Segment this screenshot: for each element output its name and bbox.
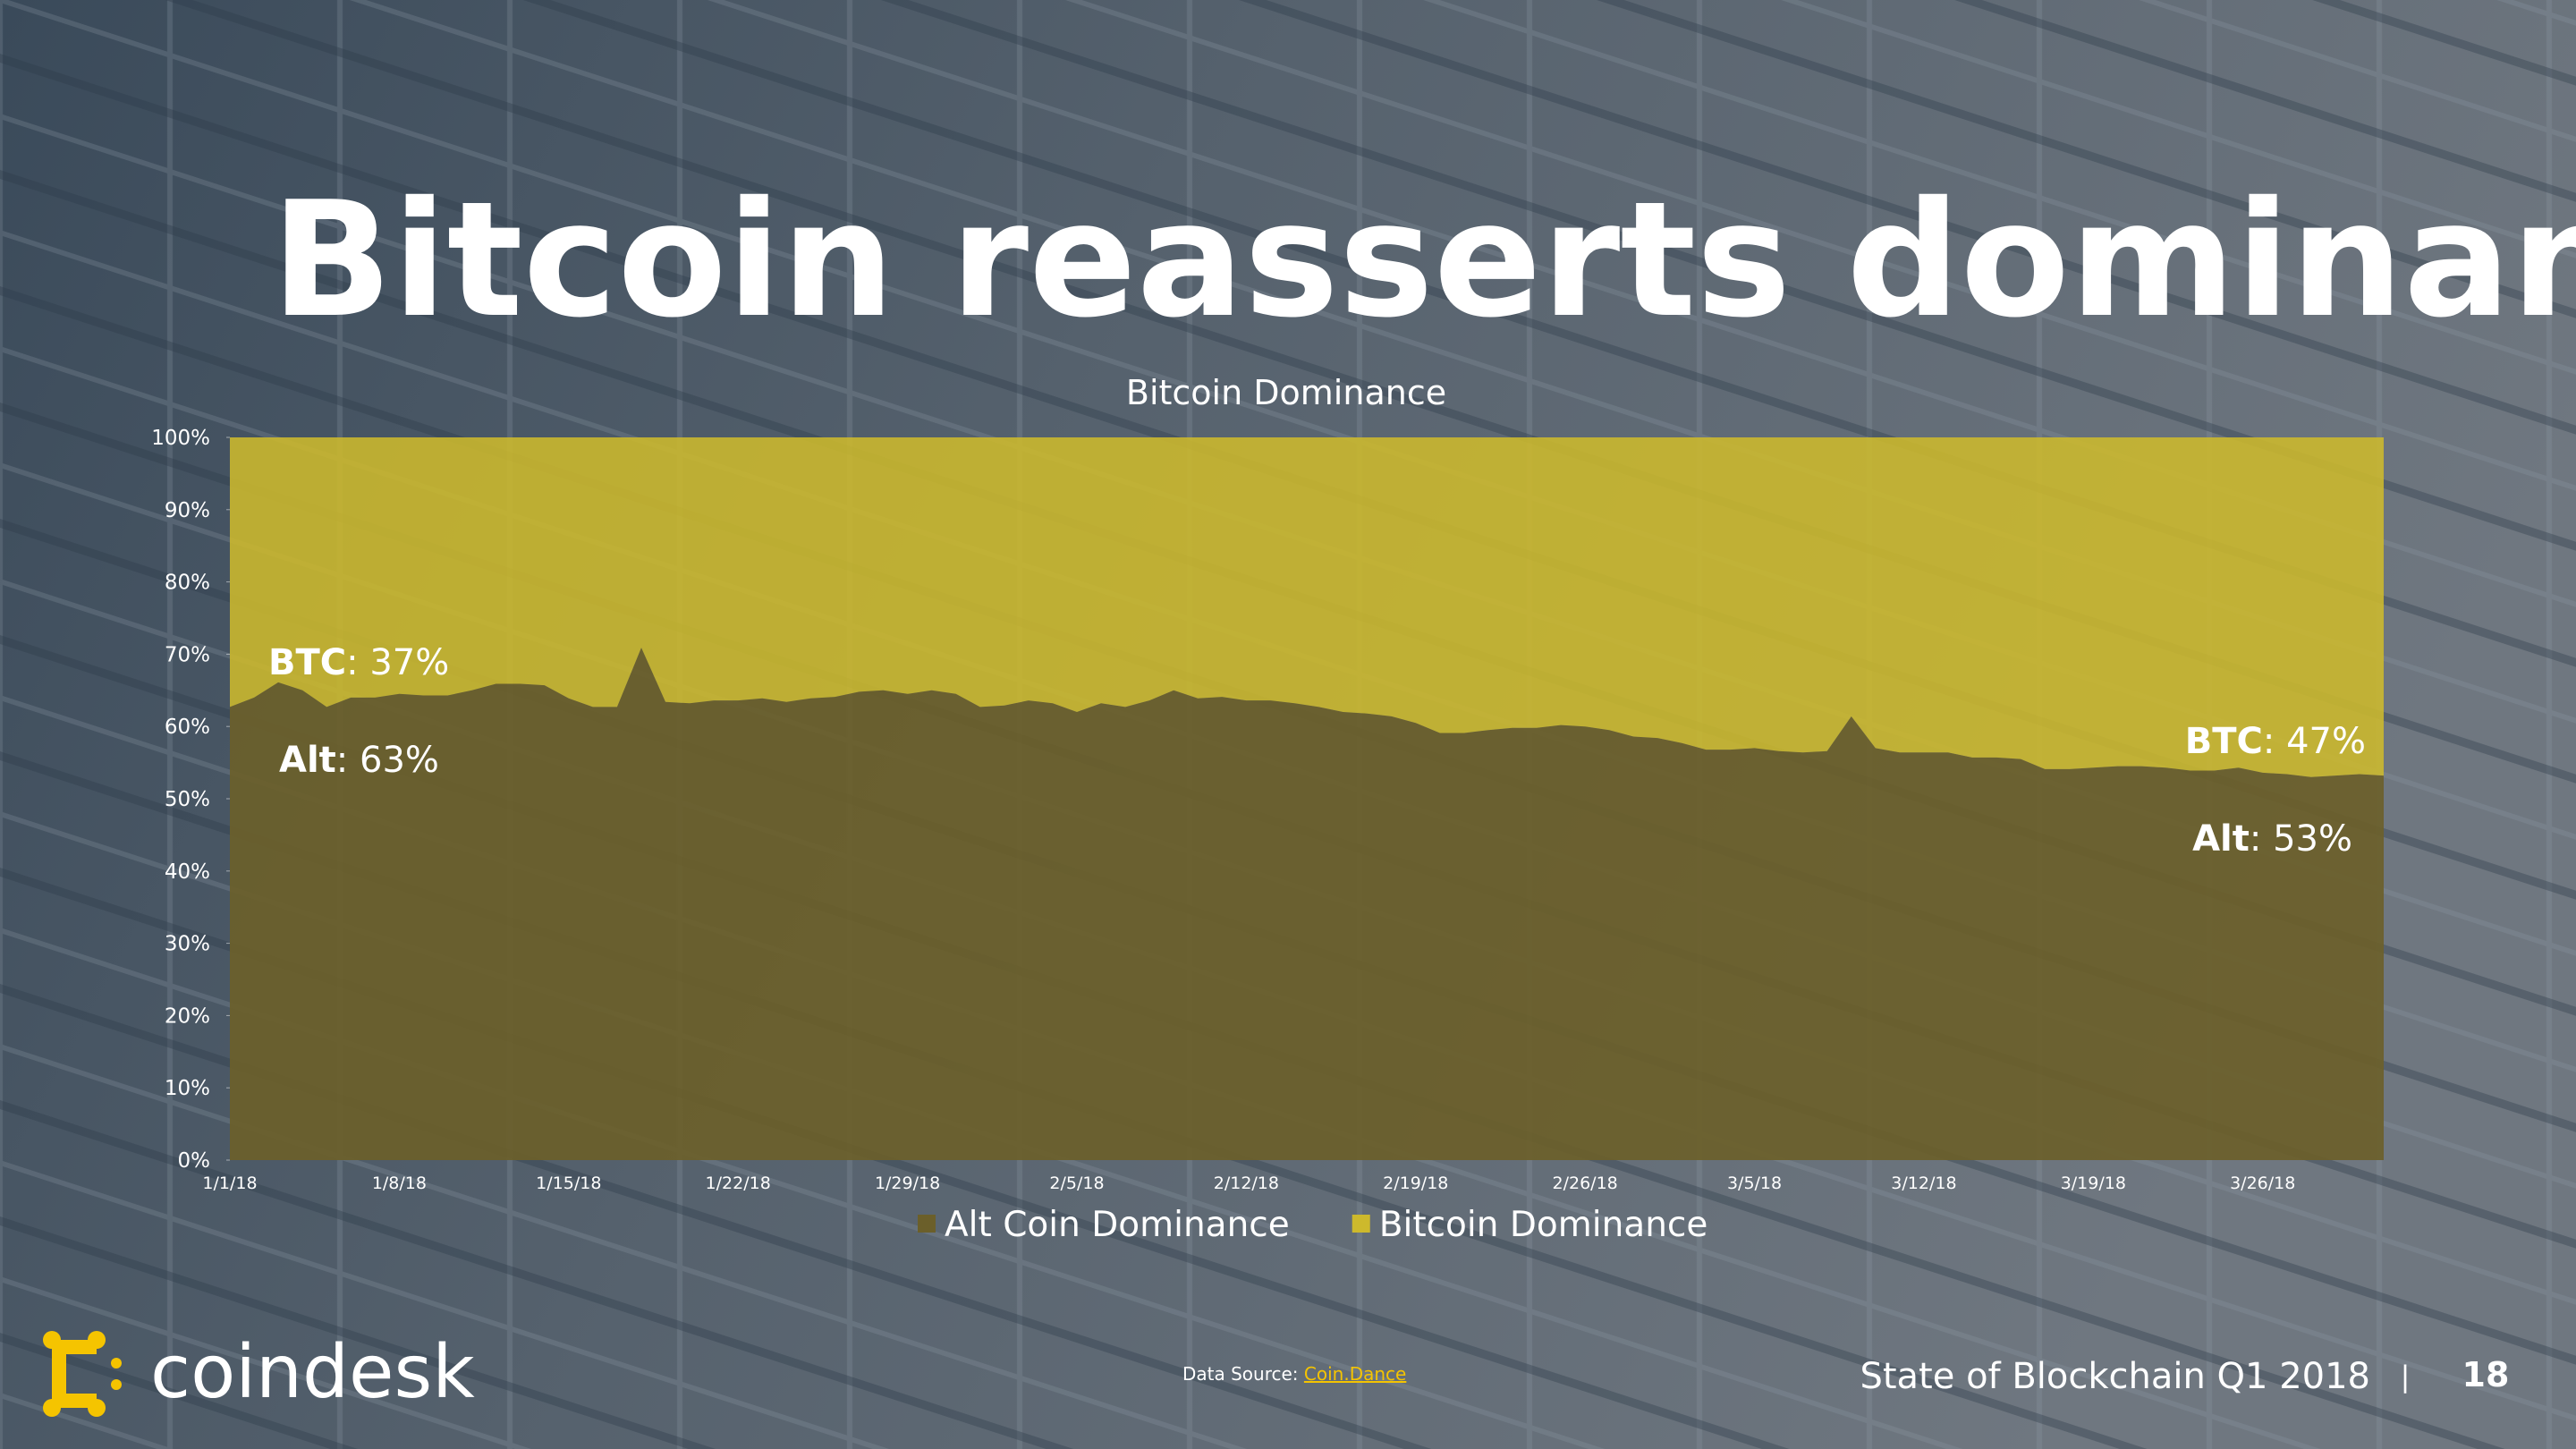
x-tick-label: 1/29/18 — [875, 1174, 940, 1193]
y-tick-label: 20% — [165, 1004, 210, 1028]
x-tick-label: 2/12/18 — [1214, 1174, 1279, 1193]
annotation: Alt: 63% — [279, 740, 439, 781]
x-tick-label: 3/19/18 — [2061, 1174, 2126, 1193]
annotation: Alt: 53% — [2192, 818, 2352, 860]
x-tick-label: 2/5/18 — [1049, 1174, 1104, 1193]
logo-icon — [43, 1331, 122, 1417]
x-tick-label: 2/26/18 — [1553, 1174, 1618, 1193]
x-tick-label: 2/19/18 — [1383, 1174, 1448, 1193]
legend: Alt Coin Dominance Bitcoin Dominance — [918, 1205, 1707, 1245]
annotation-key: Alt — [2192, 818, 2250, 860]
y-tick-label: 50% — [165, 788, 210, 811]
legend-label: Bitcoin Dominance — [1379, 1205, 1708, 1245]
x-tick-label: 1/8/18 — [372, 1174, 427, 1193]
annotation-value: : 37% — [346, 642, 449, 683]
y-tick-label: 90% — [165, 499, 210, 522]
y-tick-label: 40% — [165, 860, 210, 884]
legend-swatch — [1352, 1215, 1370, 1233]
source-label: Data Source: — [1182, 1363, 1304, 1385]
plot: 0% 10% 20% 30% 40% 50% 60% 70% 80% 90% 100% 1/1/18 1… — [151, 427, 2384, 1193]
x-tick-label: 3/12/18 — [1891, 1174, 1956, 1193]
y-tick-label: 60% — [165, 716, 210, 739]
area — [230, 437, 2384, 777]
annotation-value: : 47% — [2263, 721, 2366, 762]
x-tick-label: 1/15/18 — [536, 1174, 601, 1193]
y-tick-label: 10% — [165, 1077, 210, 1100]
source-link[interactable]: Coin.Dance — [1304, 1363, 1406, 1385]
x-tick-label: 1/22/18 — [706, 1174, 771, 1193]
y-tick-label: 30% — [165, 933, 210, 956]
legend-label: Alt Coin Dominance — [945, 1205, 1290, 1245]
area — [230, 648, 2384, 1160]
annotation-value: : 53% — [2250, 818, 2352, 860]
x-tick-label: 3/5/18 — [1727, 1174, 1782, 1193]
source-note: Data Source: Coin.Dance — [1182, 1363, 1406, 1385]
y-tick-label: 0% — [178, 1149, 211, 1173]
chart-title: Bitcoin Dominance — [1126, 373, 1446, 412]
page-number: 18 — [2462, 1355, 2510, 1394]
x-tick-label: 3/26/18 — [2230, 1174, 2295, 1193]
separator: | — [2401, 1360, 2411, 1394]
y-tick-label: 80% — [165, 572, 210, 595]
annotation: BTC: 47% — [2185, 721, 2366, 762]
legend-swatch — [918, 1215, 936, 1233]
report-name: State of Blockchain Q1 2018 — [1860, 1356, 2370, 1397]
brand-name: coindesk — [150, 1330, 475, 1415]
slide-title-text: Bitcoin reasserts dominance — [271, 167, 2576, 352]
y-tick-label: 100% — [151, 427, 210, 450]
y-tick-label: 70% — [165, 643, 210, 666]
annotation: BTC: 37% — [268, 642, 449, 683]
x-tick-label: 1/1/18 — [202, 1174, 257, 1193]
annotation-key: BTC — [268, 642, 346, 683]
annotation-key: BTC — [2185, 721, 2263, 762]
annotation-key: Alt — [279, 740, 336, 781]
slide-title: Bitcoin reasserts dominance. — [271, 167, 2576, 352]
annotation-value: : 63% — [336, 740, 439, 781]
